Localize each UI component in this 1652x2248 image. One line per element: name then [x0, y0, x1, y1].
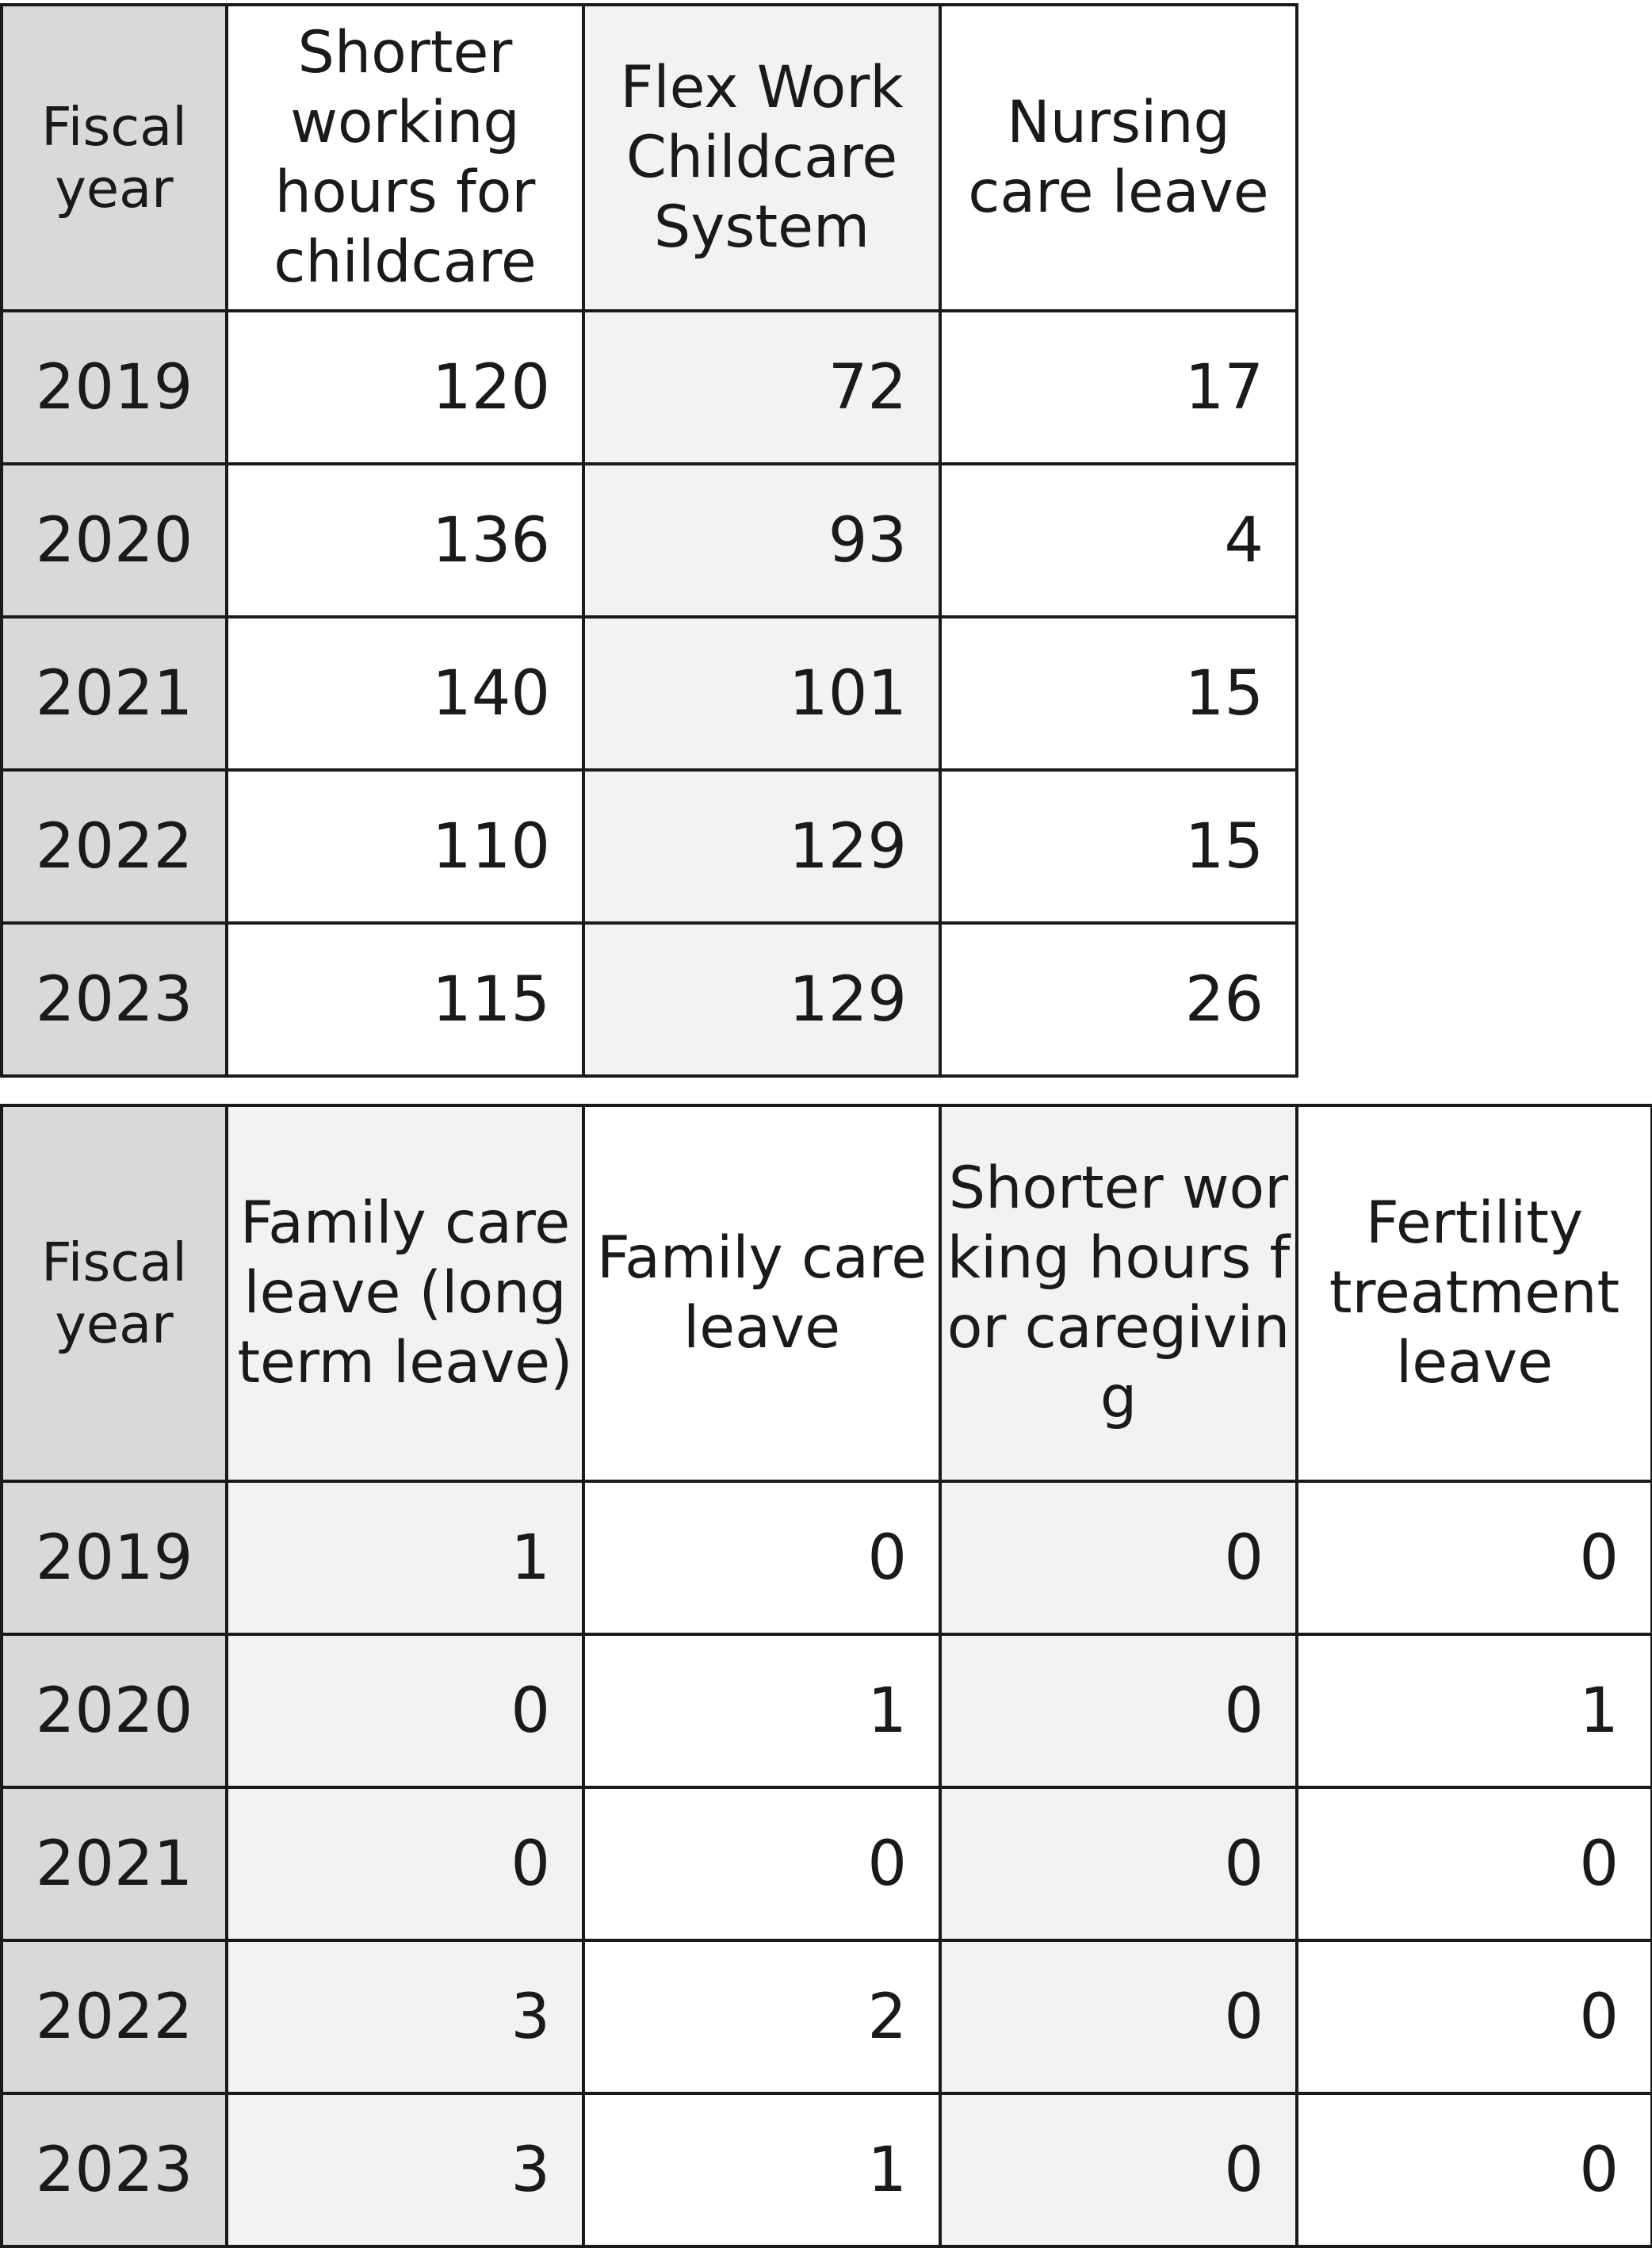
- fertility-treatment-leave-header: Fertility treatment leave: [1295, 1104, 1652, 1483]
- value-cell: 26: [939, 921, 1298, 1078]
- year-cell: 2021: [0, 1786, 228, 1942]
- year-cell: 2022: [0, 768, 228, 925]
- family-care-stats-table: Fiscal year Family care leave (long term…: [0, 1104, 1652, 2248]
- value-cell: 0: [939, 1480, 1298, 1636]
- value-cell: 72: [582, 309, 942, 465]
- value-cell: 0: [582, 1786, 942, 1942]
- table-row: 2020 136 93 4: [0, 462, 1298, 618]
- value-cell: 17: [939, 309, 1298, 465]
- value-cell: 1: [582, 1633, 942, 1789]
- table-header-row: Fiscal year Family care leave (long term…: [0, 1104, 1652, 1483]
- value-cell: 0: [1295, 1786, 1652, 1942]
- table-row: 2022 3 2 0 0: [0, 1939, 1652, 2095]
- year-cell: 2022: [0, 1939, 228, 2095]
- value-cell: 1: [1295, 1633, 1652, 1789]
- table-row: 2019 120 72 17: [0, 309, 1298, 465]
- shorter-hours-childcare-header: Shorter working hours for childcare: [225, 3, 585, 312]
- value-cell: 115: [225, 921, 585, 1078]
- value-cell: 120: [225, 309, 585, 465]
- value-cell: 0: [225, 1786, 585, 1942]
- table-row: 2019 1 0 0 0: [0, 1480, 1652, 1636]
- value-cell: 0: [939, 1633, 1298, 1789]
- year-cell: 2021: [0, 615, 228, 772]
- shorter-hours-caregiving-label: Shorter working hours for caregiving: [946, 1155, 1291, 1431]
- value-cell: 2: [582, 1939, 942, 2095]
- fiscal-year-header: Fiscal year: [0, 3, 228, 312]
- family-care-leave-header: Family care leave: [582, 1104, 942, 1483]
- year-cell: 2019: [0, 1480, 228, 1636]
- value-cell: 101: [582, 615, 942, 772]
- year-cell: 2020: [0, 1633, 228, 1789]
- value-cell: 0: [939, 2092, 1298, 2248]
- value-cell: 136: [225, 462, 585, 618]
- shorter-hours-caregiving-header: Shorter working hours for caregiving: [939, 1104, 1298, 1483]
- value-cell: 0: [939, 1786, 1298, 1942]
- childcare-stats-table: Fiscal year Shorter working hours for ch…: [0, 3, 1298, 1078]
- year-cell: 2019: [0, 309, 228, 465]
- year-cell: 2023: [0, 2092, 228, 2248]
- value-cell: 1: [582, 2092, 942, 2248]
- table-header-row: Fiscal year Shorter working hours for ch…: [0, 3, 1298, 312]
- value-cell: 1: [225, 1480, 585, 1636]
- value-cell: 93: [582, 462, 942, 618]
- table-row: 2023 3 1 0 0: [0, 2092, 1652, 2248]
- value-cell: 4: [939, 462, 1298, 618]
- value-cell: 129: [582, 768, 942, 925]
- table-row: 2021 0 0 0 0: [0, 1786, 1652, 1942]
- nursing-care-leave-header: Nursing care leave: [939, 3, 1298, 312]
- value-cell: 15: [939, 615, 1298, 772]
- year-cell: 2020: [0, 462, 228, 618]
- value-cell: 0: [1295, 1480, 1652, 1636]
- value-cell: 140: [225, 615, 585, 772]
- value-cell: 3: [225, 2092, 585, 2248]
- value-cell: 129: [582, 921, 942, 1078]
- value-cell: 0: [582, 1480, 942, 1636]
- table-row: 2020 0 1 0 1: [0, 1633, 1652, 1789]
- value-cell: 0: [225, 1633, 585, 1789]
- family-care-leave-long-term-header: Family care leave (long term leave): [225, 1104, 585, 1483]
- value-cell: 0: [1295, 2092, 1652, 2248]
- value-cell: 110: [225, 768, 585, 925]
- table-row: 2022 110 129 15: [0, 768, 1298, 925]
- value-cell: 3: [225, 1939, 585, 2095]
- fiscal-year-header: Fiscal year: [0, 1104, 228, 1483]
- value-cell: 15: [939, 768, 1298, 925]
- table-row: 2023 115 129 26: [0, 921, 1298, 1078]
- year-cell: 2023: [0, 921, 228, 1078]
- value-cell: 0: [939, 1939, 1298, 2095]
- table-row: 2021 140 101 15: [0, 615, 1298, 772]
- value-cell: 0: [1295, 1939, 1652, 2095]
- flex-work-childcare-header: Flex Work Childcare System: [582, 3, 942, 312]
